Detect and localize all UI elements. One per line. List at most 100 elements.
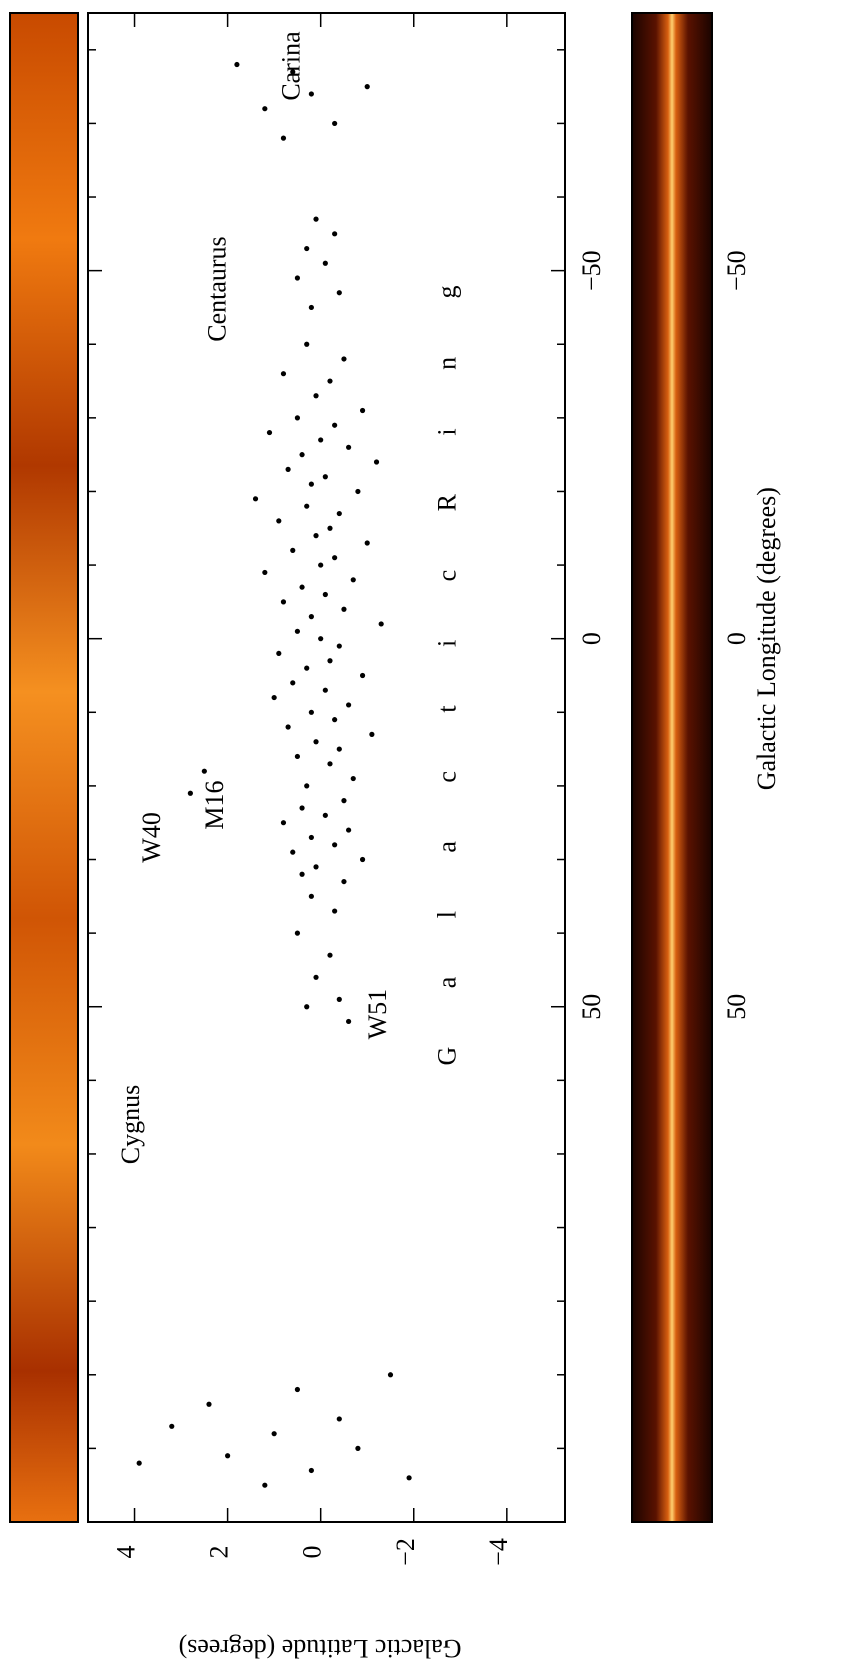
point [322, 591, 328, 598]
point [308, 481, 314, 487]
point [355, 488, 361, 495]
point [313, 864, 319, 870]
point [308, 709, 314, 715]
point [234, 61, 240, 68]
point [299, 584, 305, 590]
point [299, 805, 305, 811]
point [332, 231, 338, 237]
point [359, 856, 366, 863]
point [313, 533, 319, 539]
point [313, 393, 319, 399]
point [299, 452, 305, 458]
point [276, 518, 282, 524]
point [318, 636, 324, 642]
point [359, 672, 366, 679]
point [262, 1482, 268, 1488]
point [290, 849, 296, 855]
point [271, 694, 277, 701]
point [322, 687, 328, 693]
point [373, 459, 380, 465]
point [332, 842, 338, 848]
point [346, 1018, 352, 1025]
point [318, 562, 324, 568]
point [206, 1401, 212, 1407]
point [169, 1423, 175, 1429]
point [252, 496, 259, 502]
annotation: Carina [277, 31, 306, 101]
point [201, 768, 207, 774]
annotation: G a l a c t i c R i n g [433, 285, 462, 1065]
point [346, 444, 352, 450]
point [308, 1467, 314, 1474]
annotation: M16 [200, 780, 229, 829]
point [364, 540, 370, 546]
point [308, 834, 314, 841]
point [327, 952, 333, 958]
point [378, 621, 384, 627]
point [276, 650, 282, 657]
infrared-strip [631, 12, 713, 1523]
co-map-strip [9, 12, 79, 1523]
point [369, 731, 375, 737]
point [327, 378, 333, 384]
point [304, 341, 310, 347]
point [387, 1372, 394, 1378]
x-tick-label: −50 [722, 250, 751, 291]
x-axis-title: Galactic Longitude (degrees) [752, 487, 781, 790]
annotation: Centaurus [202, 236, 231, 341]
point [294, 1386, 301, 1393]
point [327, 658, 333, 664]
point [322, 260, 328, 266]
point [336, 746, 342, 752]
point [290, 547, 296, 553]
point [280, 135, 287, 141]
point [262, 106, 268, 112]
point [313, 739, 319, 745]
point [364, 84, 370, 90]
point [304, 783, 310, 789]
point [341, 798, 347, 804]
point [336, 996, 342, 1002]
point [359, 407, 366, 414]
point [341, 356, 347, 362]
point [308, 91, 314, 97]
point [308, 304, 314, 311]
point [225, 1453, 231, 1459]
point [322, 812, 328, 818]
point [304, 245, 310, 252]
point [271, 1431, 277, 1437]
annotation: W40 [137, 812, 166, 863]
point [290, 69, 296, 75]
point [336, 643, 342, 649]
point [294, 415, 301, 421]
point [336, 1416, 342, 1422]
point [304, 665, 310, 671]
point [332, 908, 338, 914]
point [294, 930, 301, 936]
point [280, 599, 287, 605]
x-tick-label: 0 [577, 632, 606, 645]
point [332, 422, 338, 428]
y-tick-label: 2 [205, 1546, 234, 1559]
point [299, 871, 305, 877]
y-tick-label: 0 [298, 1546, 327, 1559]
y-tick-label: 4 [112, 1546, 141, 1559]
x-tick-label: 50 [577, 994, 606, 1020]
y-tick-label: −4 [484, 1538, 513, 1566]
point [322, 474, 328, 480]
annotation: W51 [363, 989, 392, 1040]
point [304, 1004, 310, 1010]
point [294, 753, 301, 760]
x-tick-label: 50 [722, 994, 751, 1020]
point [262, 569, 268, 576]
point [336, 290, 342, 296]
point [285, 466, 291, 472]
point [332, 717, 338, 723]
point [332, 555, 338, 561]
point [346, 702, 352, 708]
point [327, 761, 333, 767]
x-tick-label: 0 [722, 632, 751, 645]
point [290, 680, 296, 686]
point [313, 216, 319, 222]
